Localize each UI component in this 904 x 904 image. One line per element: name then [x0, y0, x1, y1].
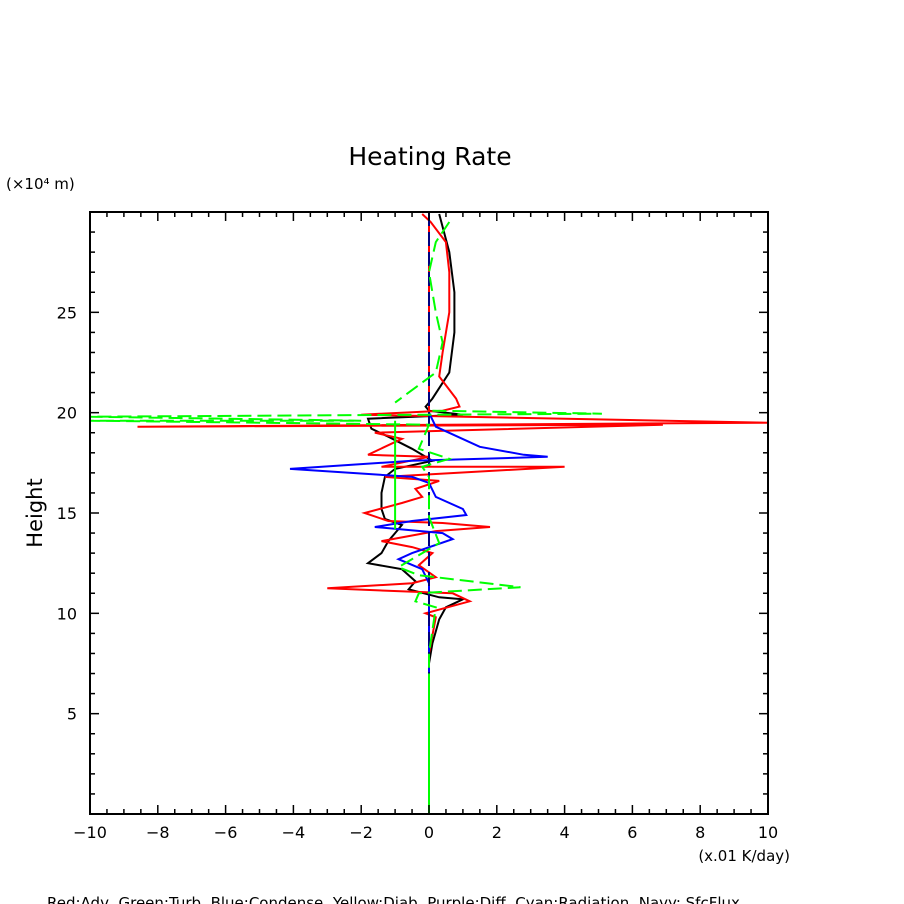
legend-text: Red:Adv Green:Turb Blue:Condense Yellow:… — [47, 894, 740, 904]
y-tick-label: 20 — [57, 404, 77, 423]
plot-frame — [89, 211, 769, 815]
x-tick-label: −6 — [214, 823, 238, 842]
y-tick-label: 5 — [67, 705, 77, 724]
tick-layer: −10 −8 −6 −4 −2 0 2 4 6 8 10 5 10 15 20 25 — [57, 212, 778, 842]
x-axis-label: (x.01 K/day) — [698, 847, 790, 865]
x-tick-label: 10 — [758, 823, 778, 842]
y-tick-label: 25 — [57, 303, 77, 322]
x-tick-label: −2 — [349, 823, 373, 842]
x-tick-label: −8 — [146, 823, 170, 842]
x-tick-label: −4 — [282, 823, 306, 842]
series-line-adv — [137, 213, 769, 684]
y-unit-label: (×10⁴ m) — [6, 175, 75, 193]
y-tick-label: 10 — [57, 604, 77, 623]
series-line-turb-low — [89, 409, 602, 814]
y-tick-label: 15 — [57, 504, 77, 523]
x-tick-label: 0 — [424, 823, 434, 842]
chart-title: Heating Rate — [348, 142, 511, 171]
y-axis-label: Height — [23, 478, 47, 547]
x-tick-label: 2 — [492, 823, 502, 842]
x-tick-label: −10 — [73, 823, 107, 842]
x-tick-label: 6 — [627, 823, 637, 842]
x-tick-label: 4 — [560, 823, 570, 842]
series-layer — [89, 212, 769, 814]
series-line-turb — [394, 221, 451, 404]
series-line-condense — [289, 412, 548, 814]
x-tick-label: 8 — [695, 823, 705, 842]
